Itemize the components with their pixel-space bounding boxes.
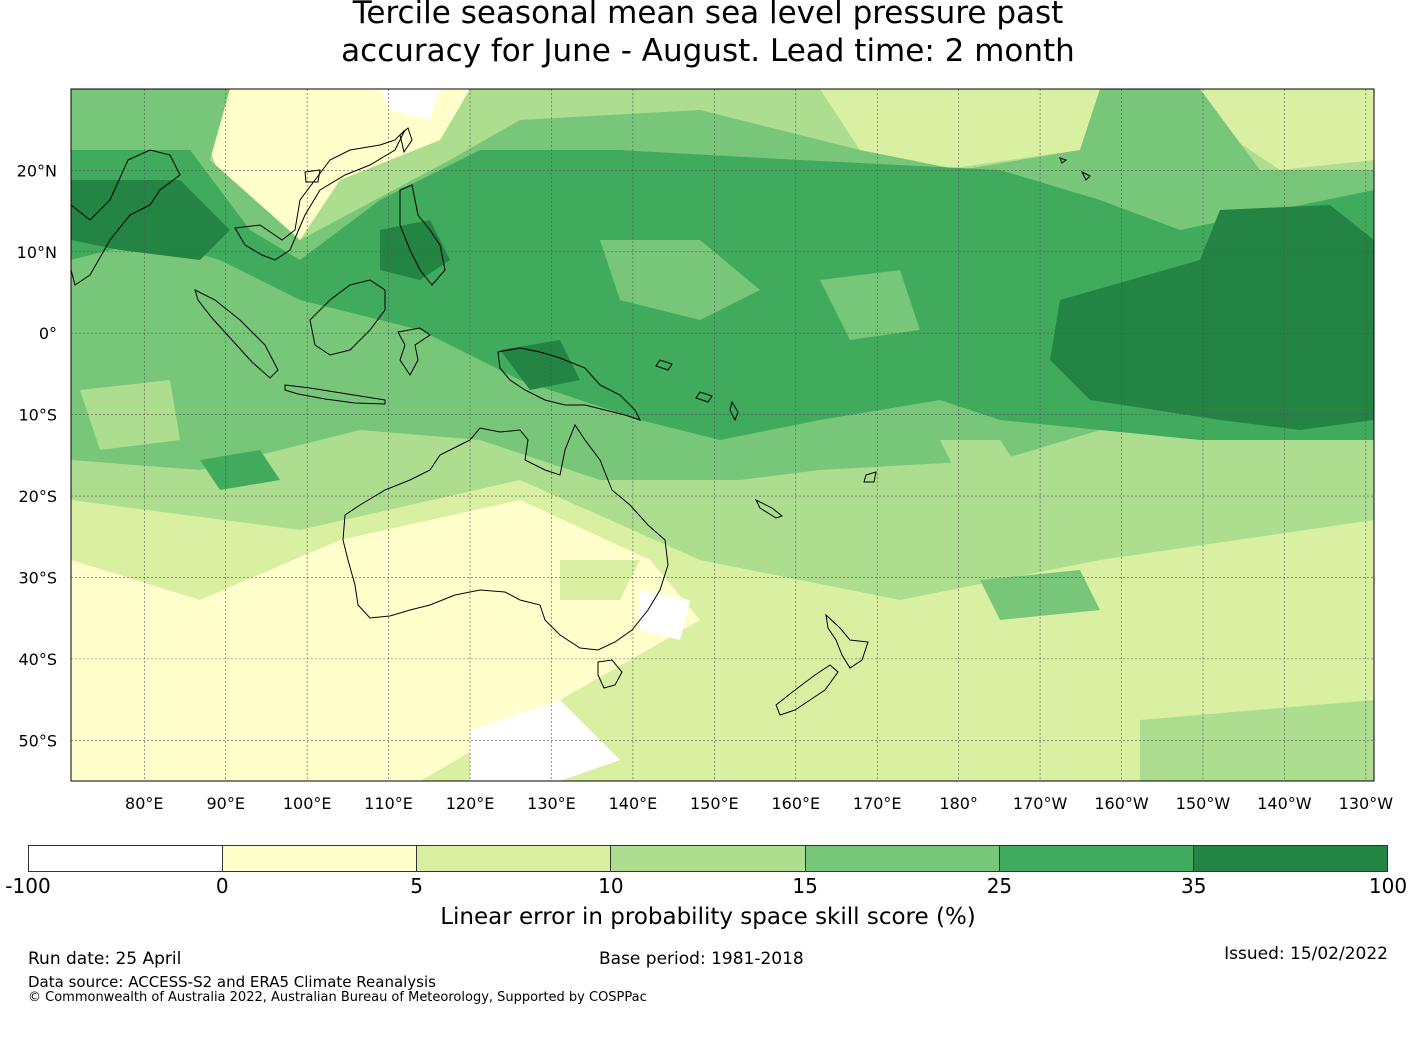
longitude-label: 170°E [853,794,902,813]
java-coastline [284,384,386,405]
india-coastline [70,149,181,286]
longitude-label: 180° [939,794,978,813]
fiji-coastline [863,471,877,483]
longitude-label: 110°E [364,794,413,813]
issued-date: Issued: 15/02/2022 [1224,944,1388,964]
copyright: © Commonwealth of Australia 2022, Austra… [28,990,647,1005]
latitude-label: 20°N [17,161,57,180]
colorbar-segment [417,846,612,871]
colorbar-segment [611,846,806,871]
philippines-coastline [399,184,446,286]
sulawesi-coastline [397,327,431,376]
skill-score-map: 80°E 90°E 100°E 110°E 120°E 130°E 140°E 150°E 16… [17,88,1393,813]
vanuatu-coastline [729,400,739,422]
new-caledonia-coastline [754,498,784,519]
longitude-axis-labels: 80°E 90°E 100°E 110°E 120°E 130°E 140°E 150°E 16… [125,794,1393,813]
tasmania-coastline [597,659,623,689]
new-zealand-south-coastline [775,664,839,716]
hainan-coastline [304,169,321,183]
longitude-label: 170°W [1013,794,1068,813]
coastlines [70,127,1091,716]
longitude-label: 90°E [206,794,244,813]
map-title-line2: accuracy for June - August. Lead time: 2… [341,33,1075,69]
colorbar-segment [805,846,1000,871]
sumatra-coastline [194,289,279,379]
colorbar-tick-label: 0 [215,874,229,898]
longitude-label: 140°E [609,794,658,813]
map-title: Tercile seasonal mean sea level pressure… [0,0,1416,70]
latitude-label: 20°S [18,487,57,506]
latitude-label: 10°S [18,406,57,425]
colorbar-tick-label: -100 [5,874,51,898]
longitude-label: 130°E [527,794,576,813]
colorbar-segment [1193,846,1387,871]
latitude-label: 50°S [18,731,57,750]
longitude-label: 130°W [1339,794,1394,813]
new-zealand-north-coastline [825,613,869,669]
longitude-label: 80°E [125,794,163,813]
solomon-islands-coastline [655,359,713,403]
colorbar [28,845,1388,872]
base-period: Base period: 1981-2018 [599,949,804,969]
longitude-label: 160°W [1094,794,1149,813]
colorbar-label: Linear error in probability space skill … [440,904,976,930]
new-guinea-coastline [497,347,641,421]
skill-score-field [71,89,1374,781]
latitude-label: 40°S [18,650,57,669]
longitude-label: 100°E [283,794,332,813]
latitude-axis-labels: 20°N 10°N 0° 10°S 20°S 30°S 40°S 50°S [17,161,57,750]
colorbar-tick-label: 15 [792,874,818,898]
australia-coastline [342,423,669,651]
hawaii-coastline [1059,157,1091,181]
data-source: Data source: ACCESS-S2 and ERA5 Climate … [28,973,436,991]
latitude-label: 30°S [18,568,57,587]
map-gridlines [71,89,1374,781]
colorbar-tick-label: 35 [1180,874,1207,898]
map-frame [70,88,1375,782]
colorbar-tick-label: 25 [986,874,1013,898]
colorbar-tick-label: 100 [1368,874,1408,898]
run-date: Run date: 25 April [28,949,182,969]
colorbar-tick-label: 10 [598,874,624,898]
map-title-line1: Tercile seasonal mean sea level pressure… [352,0,1064,31]
latitude-label: 0° [39,324,57,343]
longitude-label: 120°E [446,794,495,813]
colorbar-segment [29,846,224,871]
longitude-label: 160°E [771,794,820,813]
borneo-coastline [309,279,386,356]
longitude-label: 150°E [690,794,739,813]
latitude-label: 10°N [17,243,57,262]
longitude-label: 150°W [1176,794,1231,813]
colorbar-segment [223,846,418,871]
colorbar-tick-label: 5 [410,874,423,898]
longitude-label: 140°W [1257,794,1312,813]
taiwan-coastline [399,127,413,154]
colorbar-segment [999,846,1194,871]
